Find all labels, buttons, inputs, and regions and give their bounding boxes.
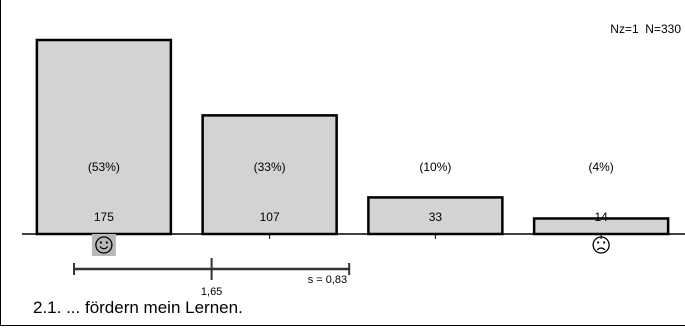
percent-label-2: (33%) — [254, 160, 286, 174]
smiley-sad-icon-face — [592, 236, 610, 254]
smiley-happy-icon-eye-right — [105, 241, 108, 244]
mean-label: 1,65 — [201, 286, 222, 298]
smiley-happy-icon-eye-left — [99, 241, 102, 244]
smiley-sad-icon-eye-right — [603, 241, 606, 244]
percent-label-1: (53%) — [88, 160, 120, 174]
percent-label-4: (4%) — [588, 160, 613, 174]
sd-label: s = 0,83 — [308, 274, 347, 286]
smiley-sad-icon-eye-left — [597, 241, 600, 244]
smiley-happy-icon-mouth — [99, 246, 109, 250]
bar-1 — [35, 38, 173, 236]
count-label-2: 107 — [260, 210, 280, 224]
sample-size-label: Nz=1 N=330 — [610, 22, 681, 36]
percent-label-3: (10%) — [419, 160, 451, 174]
smiley-happy-icon-face — [95, 236, 113, 254]
bar-2 — [201, 114, 338, 236]
item-caption: 2.1. ... fördern mein Lernen. — [33, 298, 243, 317]
count-label-1: 175 — [94, 210, 114, 224]
smiley-sad-icon-mouth — [596, 247, 606, 251]
count-label-3: 33 — [429, 210, 443, 224]
count-label-4: 14 — [594, 210, 608, 224]
